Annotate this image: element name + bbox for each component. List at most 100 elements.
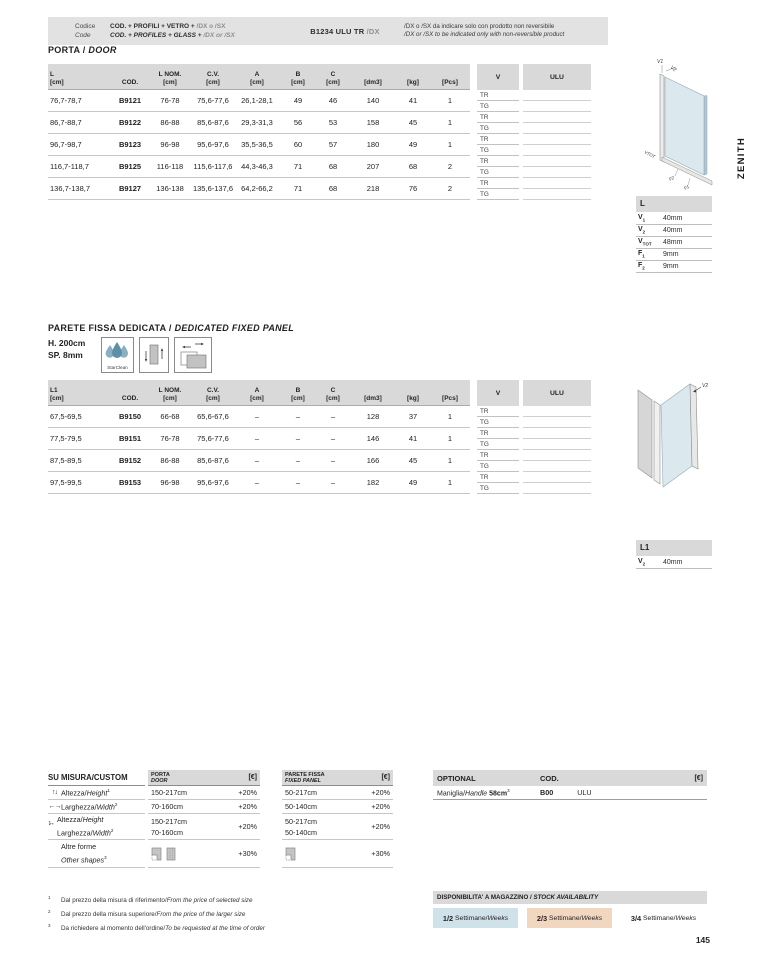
panel-ulu-column: ULU <box>523 380 591 494</box>
code-note-it: /DX o /SX da indicare solo con prodotto … <box>404 22 555 30</box>
availability-option-2: 2/3 Settimane/Weeks <box>527 908 612 928</box>
cell-b: 71 <box>293 184 303 193</box>
cell-kg: 49 <box>408 140 418 149</box>
glass-variant: TR <box>477 90 519 101</box>
glass-variant: TR <box>477 112 519 123</box>
cell-c: – <box>330 412 336 421</box>
table-row: 86,7-88,7 B9122 86-88 85,6-87,6 29,3-31,… <box>48 112 470 134</box>
column-header: [dm3] <box>364 394 382 402</box>
custom-title: SU MISURA/CUSTOM <box>48 770 145 786</box>
code-label-it: Codice <box>75 23 96 30</box>
cell-lnom: 136-138 <box>156 184 184 193</box>
panel-specs: H. 200cm SP. 8mm <box>48 337 85 361</box>
glass-variant: TR <box>477 428 519 439</box>
cell-lnom: 66-68 <box>160 412 180 421</box>
svg-text:F2: F2 <box>668 175 675 182</box>
cell-l: 86,7-88,7 <box>50 118 82 127</box>
feature-icons: StarClean <box>101 337 212 373</box>
door-table-header: L [cm] COD. L NOM. [cm] C.V. [cm] A [cm] B [cm] C [c… <box>48 64 470 90</box>
door-ulu-column: ULU <box>523 64 591 200</box>
price-header: [€] <box>694 774 703 782</box>
availability-title: DISPONIBILITA' A MAGAZZINO / STOCK AVAIL… <box>433 891 707 904</box>
cell-kg: 41 <box>408 434 418 443</box>
cell-l1: 87,5-89,5 <box>50 456 82 465</box>
table-row: 77,5-79,5 B9151 76-78 75,6-77,6 – – – 14… <box>48 428 470 450</box>
table-row: 136,7-138,7 B9127 136-138 135,6-137,6 64… <box>48 178 470 200</box>
door-table-rows: 76,7-78,7 B9121 76-78 75,6-77,6 26,1-28,… <box>48 90 470 200</box>
footnote: 1 Dal prezzo della misura di riferimento/… <box>48 895 253 905</box>
table-row: 87,5-89,5 B9152 86-88 85,6-87,6 – – – 16… <box>48 450 470 472</box>
column-header: [dm3] <box>364 78 382 86</box>
code-notes: /DX o /SX da indicare solo con prodotto … <box>404 23 608 40</box>
column-header: [kg] <box>407 394 419 402</box>
cell-a: 35,5-36,5 <box>241 140 273 149</box>
price-blank-line <box>523 156 591 167</box>
optional-title: OPTIONAL <box>437 773 476 783</box>
footnotes: 1 Dal prezzo della misura di riferimento/… <box>48 892 265 934</box>
dims-rows: V2 40mm <box>636 557 712 569</box>
cell-dm3: 218 <box>366 184 380 193</box>
l-shape-icon <box>285 847 296 860</box>
cell-kg: 37 <box>408 412 418 421</box>
svg-text:V1: V1 <box>657 59 663 65</box>
code-legend-bar: Codice Code COD. + PROFILI + VETRO + /DX… <box>48 17 608 45</box>
cell-kg: 41 <box>408 96 418 105</box>
cell-cv: 115,6-117,6 <box>193 162 233 171</box>
cell-c: – <box>330 456 336 465</box>
column-header: L NOM. [cm] <box>158 387 182 402</box>
svg-text:V2: V2 <box>669 65 678 74</box>
custom-row-width: ←→ Larghezza/Width2 70-160cm +20% 50-140cm… <box>48 800 393 814</box>
cell-cv: 75,6-77,6 <box>197 434 229 443</box>
cell-pcs: 1 <box>447 478 453 487</box>
v-lines: TR TG TR TG TR TG TR TG <box>477 406 519 494</box>
panel-section-title: PARETE FISSA DEDICATA / DEDICATED FIXED … <box>48 323 295 333</box>
dims-row: V2 40mm <box>636 225 712 237</box>
cell-pcs: 1 <box>447 96 453 105</box>
cell-kg: 68 <box>408 162 418 171</box>
column-header: [Pcs] <box>442 394 458 402</box>
code-formula-en: COD. + PROFILES + GLASS + /DX or /SX <box>110 32 235 39</box>
cell-pcs: 2 <box>447 162 453 171</box>
column-header: C.V. [cm] <box>206 387 220 402</box>
cell-cod: B9122 <box>118 118 142 127</box>
panel-height-spec: H. 200cm <box>48 338 86 348</box>
v-lines: TR TG TR TG TR TG TR TG TR TG <box>477 90 519 200</box>
cell-cod: B9150 <box>118 412 142 421</box>
door-diagram: V1 V2 VTOT F2 F1 <box>644 59 713 191</box>
table-row: 96,7-98,7 B9123 96-98 95,6-97,6 35,5-36,… <box>48 134 470 156</box>
cell-l: 136,7-138,7 <box>50 184 91 193</box>
cell-dm3: 146 <box>366 434 380 443</box>
glass-variant: TG <box>477 483 519 494</box>
cell-cv: 95,6-97,6 <box>197 478 229 487</box>
cell-dm3: 182 <box>366 478 380 487</box>
cell-cod: B9152 <box>118 456 142 465</box>
panel-table-rows: 67,5-69,5 B9150 66-68 65,6-67,6 – – – 12… <box>48 406 470 494</box>
cell-b: – <box>295 412 301 421</box>
price-blank-line <box>523 483 591 494</box>
cell-cv: 85,6-87,6 <box>197 456 229 465</box>
cell-c: 57 <box>328 140 338 149</box>
cell-lnom: 76-78 <box>160 96 180 105</box>
glass-variant: TG <box>477 123 519 134</box>
column-header: L [cm] <box>50 71 64 86</box>
column-header: B [cm] <box>291 387 305 402</box>
column-header: [Pcs] <box>442 78 458 86</box>
custom-header-row: SU MISURA/CUSTOM PORTA DOOR [€] PARETE FI… <box>48 770 393 786</box>
panel-glass-variant-column: V TR TG TR TG TR TG TR TG <box>477 380 519 494</box>
glass-variant: TG <box>477 189 519 200</box>
cell-l: 116,7-118,7 <box>50 162 89 171</box>
price-blank-line <box>523 90 591 101</box>
optional-header: OPTIONAL COD. [€] <box>433 770 707 786</box>
cell-cod: B9123 <box>118 140 142 149</box>
glass-variant: TG <box>477 439 519 450</box>
column-header: COD. <box>121 394 139 402</box>
cell-pcs: 1 <box>447 118 453 127</box>
cod-header: COD. <box>540 773 559 783</box>
price-blank-line <box>523 439 591 450</box>
custom-row-height: ↑↓ Altezza/Height1 150-217cm +20% 50-217cm… <box>48 786 393 800</box>
price-header: [€] <box>381 774 390 781</box>
ulu-lines <box>523 90 591 200</box>
cell-a: – <box>254 412 260 421</box>
table-row: 97,5-99,5 B9153 96-98 95,6-97,6 – – – 18… <box>48 472 470 494</box>
cell-b: 49 <box>293 96 303 105</box>
